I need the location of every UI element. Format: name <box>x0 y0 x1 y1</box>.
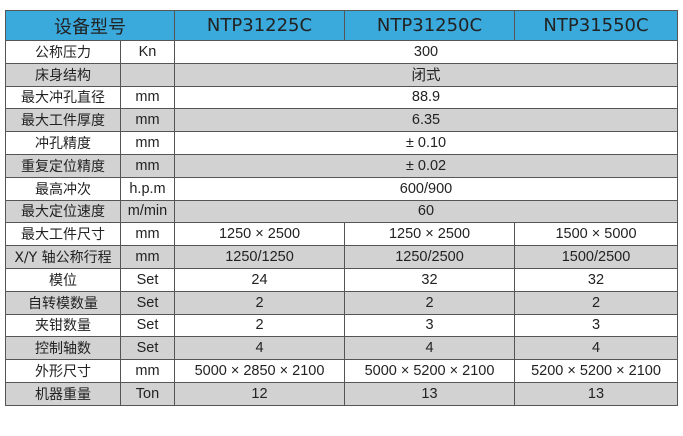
table-row: 机器重量 Ton 12 13 13 <box>5 381 678 406</box>
table-row: 最大工件厚度 mm 6.35 <box>5 108 678 133</box>
param-name: 自转模数量 <box>5 290 121 315</box>
param-value: 32 <box>514 267 678 292</box>
param-value: 2 <box>174 313 345 338</box>
param-name: 外形尺寸 <box>5 359 121 383</box>
param-unit: Kn <box>120 40 175 64</box>
param-value: 600/900 <box>174 176 678 201</box>
table-row: 自转模数量 Set 2 2 2 <box>5 290 678 315</box>
param-name: 冲孔精度 <box>5 131 121 155</box>
table-row: X/Y 轴公称行程 mm 1250/1250 1250/2500 1500/2500 <box>5 245 678 269</box>
param-unit: Set <box>120 336 175 361</box>
param-unit: mm <box>120 85 175 110</box>
param-value: 3 <box>514 313 678 338</box>
param-value: 1250 × 2500 <box>344 222 515 247</box>
param-value: 32 <box>344 267 515 292</box>
param-unit: mm <box>120 153 175 178</box>
param-unit: Set <box>120 267 175 292</box>
param-name: X/Y 轴公称行程 <box>5 245 121 269</box>
param-name: 夹钳数量 <box>5 313 121 338</box>
param-unit: mm <box>120 108 175 133</box>
param-value: 300 <box>174 40 678 64</box>
param-value: 5000 × 2850 × 2100 <box>174 359 345 383</box>
model-header: NTP31250C <box>344 10 515 41</box>
model-header: NTP31225C <box>174 10 345 41</box>
model-header: NTP31550C <box>514 10 678 41</box>
table-row: 冲孔精度 mm ± 0.10 <box>5 131 678 155</box>
param-unit: mm <box>120 131 175 155</box>
param-name: 重复定位精度 <box>5 153 121 178</box>
param-name: 床身结构 <box>5 62 121 87</box>
param-value: 88.9 <box>174 85 678 110</box>
param-value: 3 <box>344 313 515 338</box>
param-value: 4 <box>514 336 678 361</box>
param-value: 4 <box>344 336 515 361</box>
param-name: 最高冲次 <box>5 176 121 201</box>
table-row: 床身结构 闭式 <box>5 62 678 87</box>
param-name: 公称压力 <box>5 40 121 64</box>
table-row: 控制轴数 Set 4 4 4 <box>5 336 678 361</box>
param-value: 13 <box>514 381 678 406</box>
param-value: 1250/2500 <box>344 245 515 269</box>
param-value: 6.35 <box>174 108 678 133</box>
table-row: 最大冲孔直径 mm 88.9 <box>5 85 678 110</box>
table-row: 模位 Set 24 32 32 <box>5 267 678 292</box>
param-value: 1250/1250 <box>174 245 345 269</box>
table-row: 夹钳数量 Set 2 3 3 <box>5 313 678 338</box>
param-unit: m/min <box>120 199 175 224</box>
param-unit: Ton <box>120 381 175 406</box>
param-name: 机器重量 <box>5 381 121 406</box>
param-value: 12 <box>174 381 345 406</box>
param-value: 1250 × 2500 <box>174 222 345 247</box>
table-row: 最大工件尺寸 mm 1250 × 2500 1250 × 2500 1500 × 500… <box>5 222 678 247</box>
param-value: 2 <box>514 290 678 315</box>
param-name: 最大工件尺寸 <box>5 222 121 247</box>
param-value: ± 0.10 <box>174 131 678 155</box>
param-value: 60 <box>174 199 678 224</box>
table-row: 公称压力 Kn 300 <box>5 40 678 64</box>
param-unit <box>120 62 175 87</box>
param-value: 1500 × 5000 <box>514 222 678 247</box>
param-value: 5200 × 5200 × 2100 <box>514 359 678 383</box>
param-value: 闭式 <box>174 62 678 87</box>
param-value: ± 0.02 <box>174 153 678 178</box>
param-value: 24 <box>174 267 345 292</box>
param-name: 控制轴数 <box>5 336 121 361</box>
param-name: 最大冲孔直径 <box>5 85 121 110</box>
param-name: 最大工件厚度 <box>5 108 121 133</box>
param-value: 5000 × 5200 × 2100 <box>344 359 515 383</box>
param-value: 1500/2500 <box>514 245 678 269</box>
header-label: 设备型号 <box>5 10 175 41</box>
param-value: 2 <box>174 290 345 315</box>
param-name: 最大定位速度 <box>5 199 121 224</box>
param-value: 4 <box>174 336 345 361</box>
param-unit: h.p.m <box>120 176 175 201</box>
table-row: 最大定位速度 m/min 60 <box>5 199 678 224</box>
param-value: 13 <box>344 381 515 406</box>
table-row: 重复定位精度 mm ± 0.02 <box>5 153 678 178</box>
param-value: 2 <box>344 290 515 315</box>
table-row: 外形尺寸 mm 5000 × 2850 × 2100 5000 × 5200 × 21… <box>5 359 678 383</box>
param-unit: mm <box>120 359 175 383</box>
param-unit: mm <box>120 245 175 269</box>
param-unit: mm <box>120 222 175 247</box>
param-unit: Set <box>120 290 175 315</box>
param-unit: Set <box>120 313 175 338</box>
header-row: 设备型号 NTP31225C NTP31250C NTP31550C <box>5 10 678 41</box>
param-name: 模位 <box>5 267 121 292</box>
table-row: 最高冲次 h.p.m 600/900 <box>5 176 678 201</box>
spec-table: 设备型号 NTP31225C NTP31250C NTP31550C 公称压力 K… <box>5 10 678 406</box>
